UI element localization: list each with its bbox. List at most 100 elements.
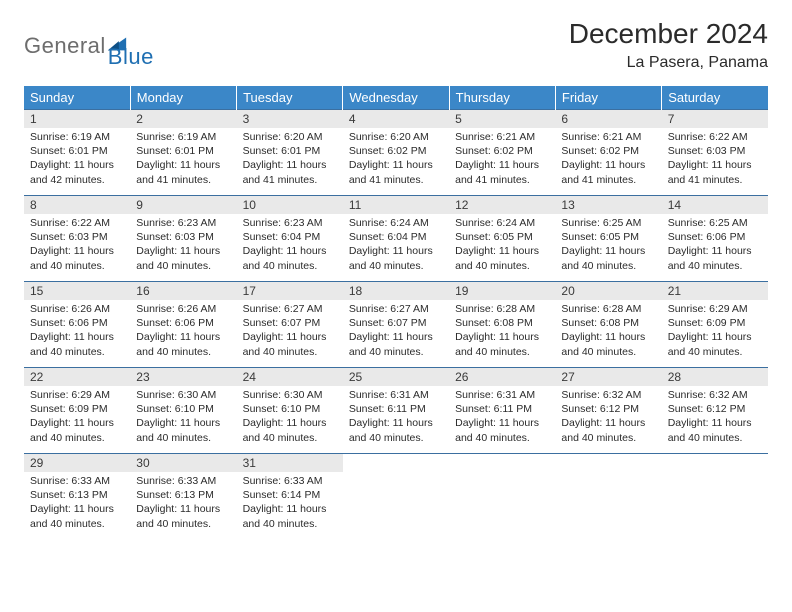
- calendar-cell: 26Sunrise: 6:31 AMSunset: 6:11 PMDayligh…: [449, 368, 555, 454]
- sunrise-text: Sunrise: 6:23 AM: [136, 216, 230, 230]
- sunset-text: Sunset: 6:14 PM: [243, 488, 337, 502]
- daylight-text: Daylight: 11 hours and 40 minutes.: [30, 502, 124, 530]
- sunset-text: Sunset: 6:08 PM: [455, 316, 549, 330]
- day-number: 28: [662, 368, 768, 386]
- day-body: Sunrise: 6:27 AMSunset: 6:07 PMDaylight:…: [237, 300, 343, 363]
- sunrise-text: Sunrise: 6:21 AM: [561, 130, 655, 144]
- calendar-cell: 6Sunrise: 6:21 AMSunset: 6:02 PMDaylight…: [555, 110, 661, 196]
- sunset-text: Sunset: 6:03 PM: [668, 144, 762, 158]
- daylight-text: Daylight: 11 hours and 40 minutes.: [243, 330, 337, 358]
- day-body: Sunrise: 6:32 AMSunset: 6:12 PMDaylight:…: [662, 386, 768, 449]
- sunset-text: Sunset: 6:01 PM: [136, 144, 230, 158]
- daylight-text: Daylight: 11 hours and 40 minutes.: [561, 244, 655, 272]
- day-body: Sunrise: 6:25 AMSunset: 6:06 PMDaylight:…: [662, 214, 768, 277]
- sunset-text: Sunset: 6:04 PM: [243, 230, 337, 244]
- sunset-text: Sunset: 6:09 PM: [30, 402, 124, 416]
- daylight-text: Daylight: 11 hours and 40 minutes.: [30, 416, 124, 444]
- calendar-cell: 15Sunrise: 6:26 AMSunset: 6:06 PMDayligh…: [24, 282, 130, 368]
- sunrise-text: Sunrise: 6:33 AM: [30, 474, 124, 488]
- sunrise-text: Sunrise: 6:20 AM: [349, 130, 443, 144]
- day-number: 7: [662, 110, 768, 128]
- sunrise-text: Sunrise: 6:32 AM: [668, 388, 762, 402]
- sunrise-text: Sunrise: 6:19 AM: [136, 130, 230, 144]
- day-body: Sunrise: 6:29 AMSunset: 6:09 PMDaylight:…: [24, 386, 130, 449]
- sunrise-text: Sunrise: 6:28 AM: [455, 302, 549, 316]
- day-number: 4: [343, 110, 449, 128]
- calendar-cell: 1Sunrise: 6:19 AMSunset: 6:01 PMDaylight…: [24, 110, 130, 196]
- sunrise-text: Sunrise: 6:33 AM: [243, 474, 337, 488]
- day-body: Sunrise: 6:21 AMSunset: 6:02 PMDaylight:…: [555, 128, 661, 191]
- daylight-text: Daylight: 11 hours and 41 minutes.: [349, 158, 443, 186]
- sunset-text: Sunset: 6:05 PM: [455, 230, 549, 244]
- calendar-table: Sunday Monday Tuesday Wednesday Thursday…: [24, 86, 768, 540]
- day-body: Sunrise: 6:23 AMSunset: 6:04 PMDaylight:…: [237, 214, 343, 277]
- sunrise-text: Sunrise: 6:25 AM: [561, 216, 655, 230]
- day-body: Sunrise: 6:28 AMSunset: 6:08 PMDaylight:…: [449, 300, 555, 363]
- day-number: 26: [449, 368, 555, 386]
- day-number: 6: [555, 110, 661, 128]
- daylight-text: Daylight: 11 hours and 40 minutes.: [136, 244, 230, 272]
- daylight-text: Daylight: 11 hours and 40 minutes.: [349, 416, 443, 444]
- calendar-cell: 21Sunrise: 6:29 AMSunset: 6:09 PMDayligh…: [662, 282, 768, 368]
- sunrise-text: Sunrise: 6:25 AM: [668, 216, 762, 230]
- day-number: 14: [662, 196, 768, 214]
- day-body: Sunrise: 6:31 AMSunset: 6:11 PMDaylight:…: [343, 386, 449, 449]
- day-body: Sunrise: 6:30 AMSunset: 6:10 PMDaylight:…: [130, 386, 236, 449]
- sunrise-text: Sunrise: 6:26 AM: [136, 302, 230, 316]
- sunrise-text: Sunrise: 6:22 AM: [668, 130, 762, 144]
- daylight-text: Daylight: 11 hours and 40 minutes.: [243, 416, 337, 444]
- day-body: Sunrise: 6:30 AMSunset: 6:10 PMDaylight:…: [237, 386, 343, 449]
- sunset-text: Sunset: 6:11 PM: [455, 402, 549, 416]
- sunrise-text: Sunrise: 6:33 AM: [136, 474, 230, 488]
- day-body: Sunrise: 6:26 AMSunset: 6:06 PMDaylight:…: [130, 300, 236, 363]
- daylight-text: Daylight: 11 hours and 40 minutes.: [243, 502, 337, 530]
- day-number: 27: [555, 368, 661, 386]
- calendar-cell: 2Sunrise: 6:19 AMSunset: 6:01 PMDaylight…: [130, 110, 236, 196]
- weekday-header: Wednesday: [343, 86, 449, 110]
- daylight-text: Daylight: 11 hours and 40 minutes.: [668, 416, 762, 444]
- calendar-cell: 29Sunrise: 6:33 AMSunset: 6:13 PMDayligh…: [24, 454, 130, 540]
- day-number: 31: [237, 454, 343, 472]
- sunrise-text: Sunrise: 6:27 AM: [349, 302, 443, 316]
- calendar-row: 8Sunrise: 6:22 AMSunset: 6:03 PMDaylight…: [24, 196, 768, 282]
- calendar-cell: 19Sunrise: 6:28 AMSunset: 6:08 PMDayligh…: [449, 282, 555, 368]
- day-body: Sunrise: 6:22 AMSunset: 6:03 PMDaylight:…: [24, 214, 130, 277]
- daylight-text: Daylight: 11 hours and 40 minutes.: [349, 330, 443, 358]
- sunrise-text: Sunrise: 6:21 AM: [455, 130, 549, 144]
- sunrise-text: Sunrise: 6:29 AM: [668, 302, 762, 316]
- day-number: 16: [130, 282, 236, 300]
- day-number: 18: [343, 282, 449, 300]
- day-body: Sunrise: 6:33 AMSunset: 6:14 PMDaylight:…: [237, 472, 343, 535]
- sunset-text: Sunset: 6:06 PM: [30, 316, 124, 330]
- sunset-text: Sunset: 6:10 PM: [136, 402, 230, 416]
- day-body: Sunrise: 6:33 AMSunset: 6:13 PMDaylight:…: [130, 472, 236, 535]
- sunrise-text: Sunrise: 6:20 AM: [243, 130, 337, 144]
- daylight-text: Daylight: 11 hours and 40 minutes.: [30, 330, 124, 358]
- day-body: Sunrise: 6:19 AMSunset: 6:01 PMDaylight:…: [130, 128, 236, 191]
- title-block: December 2024 La Pasera, Panama: [569, 18, 768, 72]
- sunset-text: Sunset: 6:02 PM: [561, 144, 655, 158]
- day-number: 22: [24, 368, 130, 386]
- calendar-cell: 11Sunrise: 6:24 AMSunset: 6:04 PMDayligh…: [343, 196, 449, 282]
- daylight-text: Daylight: 11 hours and 40 minutes.: [30, 244, 124, 272]
- calendar-cell: 8Sunrise: 6:22 AMSunset: 6:03 PMDaylight…: [24, 196, 130, 282]
- daylight-text: Daylight: 11 hours and 40 minutes.: [455, 244, 549, 272]
- calendar-cell: 20Sunrise: 6:28 AMSunset: 6:08 PMDayligh…: [555, 282, 661, 368]
- sunrise-text: Sunrise: 6:30 AM: [136, 388, 230, 402]
- calendar-row: 15Sunrise: 6:26 AMSunset: 6:06 PMDayligh…: [24, 282, 768, 368]
- day-number: 24: [237, 368, 343, 386]
- calendar-cell: [343, 454, 449, 540]
- sunrise-text: Sunrise: 6:31 AM: [455, 388, 549, 402]
- day-body: Sunrise: 6:27 AMSunset: 6:07 PMDaylight:…: [343, 300, 449, 363]
- day-number: 9: [130, 196, 236, 214]
- calendar-cell: 24Sunrise: 6:30 AMSunset: 6:10 PMDayligh…: [237, 368, 343, 454]
- sunrise-text: Sunrise: 6:24 AM: [349, 216, 443, 230]
- sunrise-text: Sunrise: 6:30 AM: [243, 388, 337, 402]
- day-number: 2: [130, 110, 236, 128]
- daylight-text: Daylight: 11 hours and 42 minutes.: [30, 158, 124, 186]
- calendar-cell: 7Sunrise: 6:22 AMSunset: 6:03 PMDaylight…: [662, 110, 768, 196]
- calendar-row: 29Sunrise: 6:33 AMSunset: 6:13 PMDayligh…: [24, 454, 768, 540]
- daylight-text: Daylight: 11 hours and 40 minutes.: [668, 330, 762, 358]
- day-number: 13: [555, 196, 661, 214]
- sunrise-text: Sunrise: 6:22 AM: [30, 216, 124, 230]
